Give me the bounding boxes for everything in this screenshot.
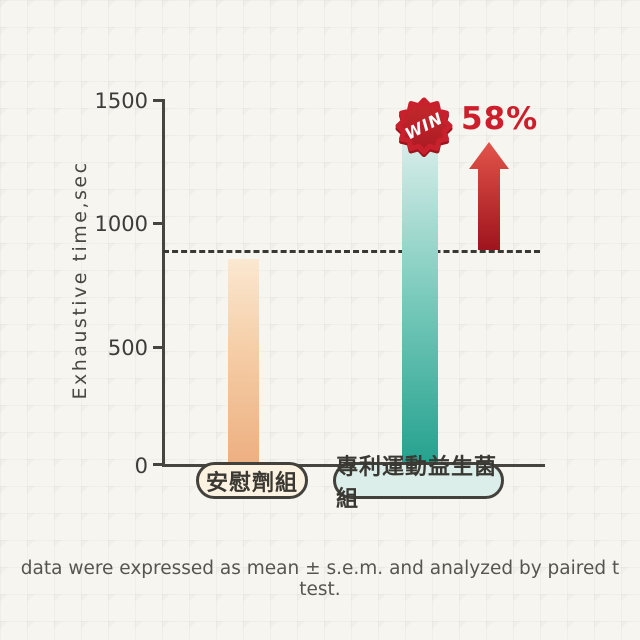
y-tick-mark-500 xyxy=(153,346,162,349)
category-label-probiotic: 專利運動益生菌組 xyxy=(333,455,504,512)
reference-dashed-line xyxy=(163,250,540,253)
category-label-placebo: 安慰劑組 xyxy=(196,462,308,499)
y-tick-label-1000: 1000 xyxy=(94,212,148,236)
y-tick-label-0: 0 xyxy=(134,454,148,478)
y-tick-mark-1000 xyxy=(153,222,162,225)
win-badge-seal xyxy=(395,97,453,155)
statistics-caption: data were expressed as mean ± s.e.m. and… xyxy=(20,558,620,600)
y-axis-label: Exhaustive time,sec xyxy=(69,160,91,400)
win-badge: WIN xyxy=(395,97,453,157)
y-tick-label-500: 500 xyxy=(107,336,148,360)
bar-placebo-group xyxy=(228,259,259,465)
bar-probiotic-group xyxy=(402,145,438,465)
y-axis-line xyxy=(162,99,165,466)
y-tick-label-1500: 1500 xyxy=(94,89,148,113)
y-tick-mark-0 xyxy=(153,463,162,466)
increase-percentage-label: 58% xyxy=(461,101,539,137)
y-tick-mark-1500 xyxy=(153,99,162,102)
increase-up-arrow-icon xyxy=(469,142,509,250)
